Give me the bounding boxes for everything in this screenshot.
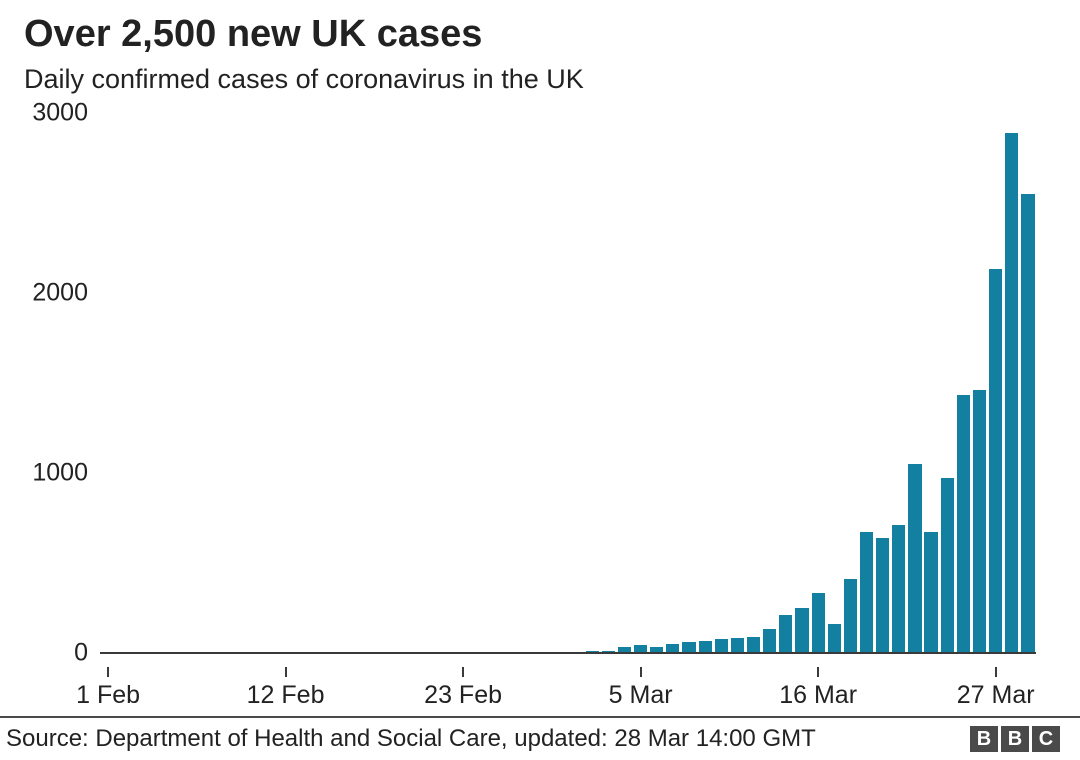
- bar: [795, 608, 808, 653]
- y-tick-label: 1000: [32, 458, 100, 487]
- bbc-logo-block: B: [1001, 726, 1029, 752]
- y-tick-label: 0: [74, 638, 100, 667]
- bbc-logo-block: B: [970, 726, 998, 752]
- x-axis-line: [100, 652, 1036, 654]
- y-tick-label: 3000: [32, 98, 100, 127]
- chart-plot-area: 0100020003000 1 Feb12 Feb23 Feb5 Mar16 M…: [100, 101, 1036, 711]
- bar: [844, 579, 857, 653]
- bbc-logo-block: C: [1032, 726, 1060, 752]
- x-tick: [107, 667, 109, 677]
- bar: [860, 532, 873, 653]
- chart-title: Over 2,500 new UK cases: [24, 14, 1060, 56]
- bar: [924, 532, 937, 653]
- bar: [957, 395, 970, 652]
- bar: [941, 478, 954, 653]
- x-tick-label: 23 Feb: [424, 681, 502, 710]
- bar: [989, 269, 1002, 652]
- bar: [973, 390, 986, 653]
- bar: [1021, 194, 1034, 653]
- bar: [763, 629, 776, 652]
- bar: [908, 464, 921, 653]
- x-tick: [817, 667, 819, 677]
- y-tick-label: 2000: [32, 278, 100, 307]
- bar: [779, 615, 792, 653]
- x-tick-label: 16 Mar: [779, 681, 857, 710]
- x-tick-label: 27 Mar: [957, 681, 1035, 710]
- chart-container: Over 2,500 new UK cases Daily confirmed …: [0, 0, 1080, 760]
- x-tick-label: 12 Feb: [247, 681, 325, 710]
- x-tick: [285, 667, 287, 677]
- x-tick: [995, 667, 997, 677]
- x-tick-label: 5 Mar: [609, 681, 673, 710]
- bar: [812, 593, 825, 652]
- source-text: Source: Department of Health and Social …: [6, 725, 816, 753]
- x-tick: [640, 667, 642, 677]
- bar: [731, 638, 744, 652]
- bar: [892, 525, 905, 653]
- bar: [828, 624, 841, 653]
- bars-layer: [100, 113, 1036, 653]
- x-tick-label: 1 Feb: [76, 681, 140, 710]
- x-tick: [462, 667, 464, 677]
- plot-region: [100, 113, 1036, 653]
- bar: [747, 637, 760, 653]
- bbc-logo: BBC: [970, 726, 1060, 752]
- bar: [876, 538, 889, 653]
- bar: [1005, 133, 1018, 653]
- chart-subtitle: Daily confirmed cases of coronavirus in …: [24, 64, 1060, 95]
- chart-footer: Source: Department of Health and Social …: [0, 716, 1080, 760]
- bar: [715, 639, 728, 653]
